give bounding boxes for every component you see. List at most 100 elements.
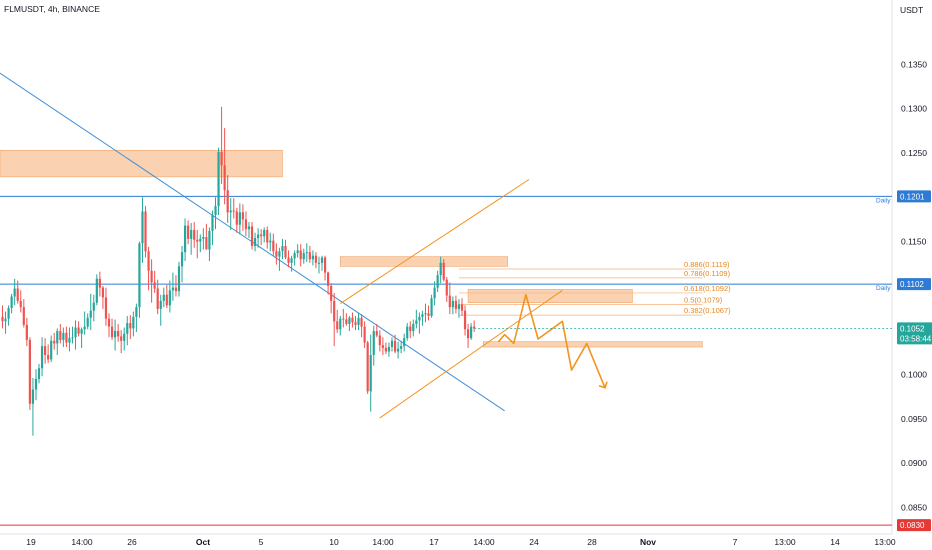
candle-body — [308, 252, 311, 260]
candle-body — [40, 346, 44, 369]
candle-body — [284, 245, 287, 258]
x-tick-label: 14:00 — [372, 537, 394, 547]
candle-body — [80, 329, 83, 334]
candle-body — [445, 279, 448, 296]
candle-body — [177, 266, 181, 292]
candle-body — [363, 326, 366, 343]
candle-body — [117, 331, 120, 337]
supply-demand-zone[interactable] — [339, 256, 508, 267]
candle-body — [406, 326, 409, 339]
x-tick-label: Nov — [640, 537, 656, 547]
candle-body — [95, 278, 98, 303]
candle-body — [1, 316, 4, 322]
price-level-label: Daily — [876, 197, 891, 204]
candle-body — [16, 288, 19, 301]
candle-body — [269, 240, 272, 243]
x-tick-label: 14:00 — [71, 537, 93, 547]
projection-arrowhead — [598, 381, 608, 389]
candle-body — [31, 389, 35, 404]
x-tick-label: 14:00 — [473, 537, 495, 547]
candle-body — [220, 152, 223, 166]
candle-body — [205, 237, 208, 250]
channel-upper-line[interactable] — [339, 179, 530, 305]
price-level-label: Daily — [876, 285, 891, 292]
candle-body — [59, 331, 62, 340]
y-tick-label: 0.1350 — [901, 59, 927, 69]
candle-body — [387, 347, 391, 352]
candle-body — [232, 210, 235, 212]
candle-body — [454, 300, 458, 309]
fib-level-label: 0.786(0.1109) — [684, 269, 731, 278]
candle-body — [390, 340, 394, 348]
candle-body — [257, 234, 260, 239]
candle-body — [120, 336, 123, 341]
x-tick-label: 5 — [259, 537, 264, 547]
candle-body — [348, 317, 351, 324]
candle-body — [463, 310, 467, 330]
projection-path[interactable] — [497, 293, 606, 389]
candle-body — [442, 262, 445, 280]
candle-body — [357, 317, 360, 325]
candle-body — [25, 324, 28, 340]
candle-body — [287, 257, 290, 263]
quote-unit-label: USDT — [900, 5, 923, 15]
candle-body — [113, 331, 117, 338]
candle-body — [299, 250, 302, 260]
candle-body — [223, 165, 226, 191]
candle-body — [427, 313, 430, 316]
candle-body — [83, 326, 86, 330]
candle-body — [159, 300, 162, 309]
candle-body — [260, 234, 263, 237]
candle-body — [372, 331, 375, 355]
candle-body — [77, 327, 80, 334]
candle-body — [263, 230, 266, 237]
candle-body — [89, 310, 92, 318]
candle-body — [366, 342, 369, 392]
candle-body — [183, 225, 187, 253]
supply-demand-zone[interactable] — [0, 149, 283, 178]
channel-lower-line[interactable] — [379, 289, 563, 419]
candle-body — [244, 219, 248, 230]
x-tick-label: 13:00 — [874, 537, 896, 547]
candle-body — [424, 313, 427, 315]
candle-body — [369, 354, 372, 392]
candle-body — [107, 318, 111, 327]
x-tick-label: 19 — [26, 537, 36, 547]
candle-body — [92, 302, 95, 311]
candle-body — [451, 300, 454, 308]
candle-body — [19, 300, 22, 308]
candle-body — [384, 347, 388, 352]
x-tick-label: Oct — [196, 537, 210, 547]
candle-body — [238, 212, 241, 225]
candle-body — [190, 230, 193, 239]
candle-body — [250, 226, 254, 246]
current-price-text: 0.1052 — [900, 324, 925, 333]
candle-body — [336, 321, 339, 330]
candle-body — [247, 226, 251, 230]
candle-body — [110, 326, 114, 338]
candle-body — [180, 252, 184, 267]
candle-body — [171, 287, 175, 291]
candle-body — [196, 239, 199, 242]
supply-demand-zone[interactable] — [482, 341, 703, 348]
supply-demand-zone[interactable] — [467, 289, 633, 303]
candle-body — [436, 275, 439, 288]
candle-body — [28, 339, 31, 404]
y-tick-label: 0.1250 — [901, 148, 927, 158]
price-level-badge — [897, 519, 931, 532]
x-tick-label: 10 — [329, 537, 339, 547]
candle-body — [214, 206, 217, 215]
candle-body — [409, 326, 412, 332]
candle-body — [65, 332, 68, 343]
candle-body — [71, 337, 74, 339]
candle-body — [44, 346, 47, 355]
x-tick-label: 7 — [733, 537, 738, 547]
countdown-text: 03:58:44 — [900, 334, 932, 343]
candle-body — [156, 288, 159, 309]
candle-body — [275, 251, 278, 257]
price-level-badge — [897, 190, 931, 203]
fib-level-label: 0.886(0.1119) — [684, 260, 730, 269]
candle-body — [403, 338, 406, 347]
candle-body — [193, 230, 196, 240]
